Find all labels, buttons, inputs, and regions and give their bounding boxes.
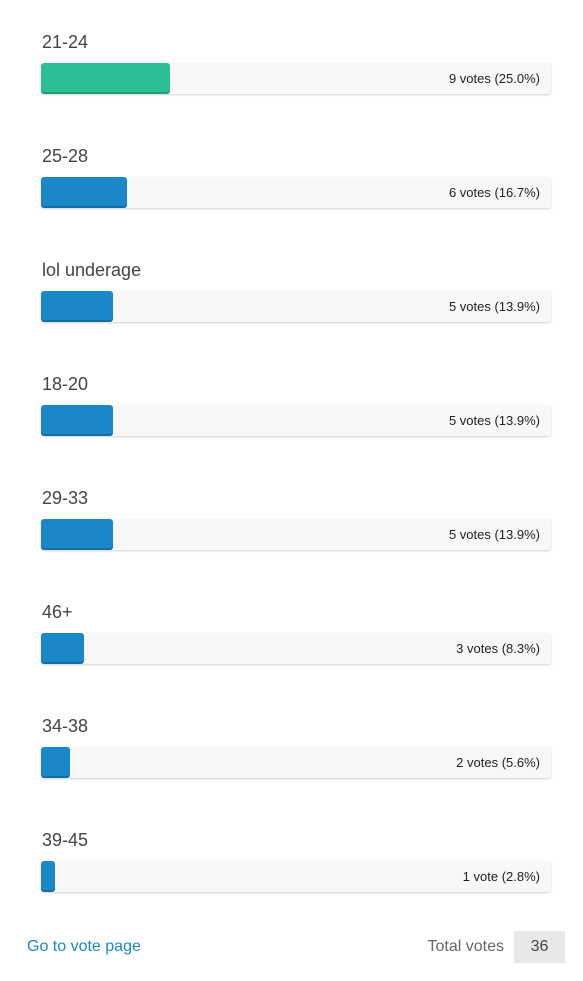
answer-label: lol underage — [42, 260, 142, 280]
answer-votes-text: 9 votes (25.0%) — [448, 71, 540, 86]
poll-answer: lol underage 5 votes (13.9%) — [41, 259, 551, 329]
poll-footer: Go to vote page Total votes 36 — [0, 931, 583, 963]
answer-bar-fill — [41, 63, 170, 94]
answer-votes-text: 1 vote (2.8%) — [462, 869, 540, 884]
answer-bar-track: 1 vote (2.8%) — [41, 861, 551, 892]
answer-bar-fill — [41, 747, 70, 778]
answer-label: 46+ — [42, 602, 73, 622]
go-to-vote-page-link[interactable]: Go to vote page — [27, 938, 141, 955]
answer-label: 34-38 — [42, 716, 89, 736]
total-votes-count: 36 — [514, 931, 565, 963]
answer-label: 39-45 — [42, 830, 89, 850]
answer-label: 29-33 — [42, 488, 89, 508]
answer-label: 25-28 — [42, 146, 89, 166]
poll-answer: 21-24 9 votes (25.0%) — [41, 31, 551, 101]
answer-votes-text: 5 votes (13.9%) — [448, 413, 540, 428]
answer-bar-track: 9 votes (25.0%) — [41, 63, 551, 94]
answer-bar-fill — [41, 291, 113, 322]
answer-bar-track: 2 votes (5.6%) — [41, 747, 551, 778]
answer-bar-fill — [41, 633, 84, 664]
answer-bar-track: 3 votes (8.3%) — [41, 633, 551, 664]
answer-bar-fill — [41, 861, 55, 892]
answer-bar-fill — [41, 405, 113, 436]
poll-answer: 18-20 5 votes (13.9%) — [41, 373, 551, 443]
answer-votes-text: 2 votes (5.6%) — [456, 755, 540, 770]
answer-bar-fill — [41, 519, 113, 550]
answer-votes-text: 5 votes (13.9%) — [448, 299, 540, 314]
answer-bar-track: 6 votes (16.7%) — [41, 177, 551, 208]
answer-label: 18-20 — [42, 374, 89, 394]
answer-bar-track: 5 votes (13.9%) — [41, 291, 551, 322]
poll-answer: 34-38 2 votes (5.6%) — [41, 715, 551, 785]
poll-answer: 39-45 1 vote (2.8%) — [41, 829, 551, 899]
total-votes-label: Total votes — [427, 938, 504, 955]
answer-bar-track: 5 votes (13.9%) — [41, 405, 551, 436]
answer-label: 21-24 — [42, 32, 89, 52]
answer-votes-text: 5 votes (13.9%) — [448, 527, 540, 542]
answer-bar-track: 5 votes (13.9%) — [41, 519, 551, 550]
poll-answer: 29-33 5 votes (13.9%) — [41, 487, 551, 557]
answer-bar-fill — [41, 177, 127, 208]
answer-votes-text: 3 votes (8.3%) — [456, 641, 540, 656]
poll-answer: 46+ 3 votes (8.3%) — [41, 601, 551, 671]
answer-votes-text: 6 votes (16.7%) — [448, 185, 540, 200]
poll-answer: 25-28 6 votes (16.7%) — [41, 145, 551, 215]
